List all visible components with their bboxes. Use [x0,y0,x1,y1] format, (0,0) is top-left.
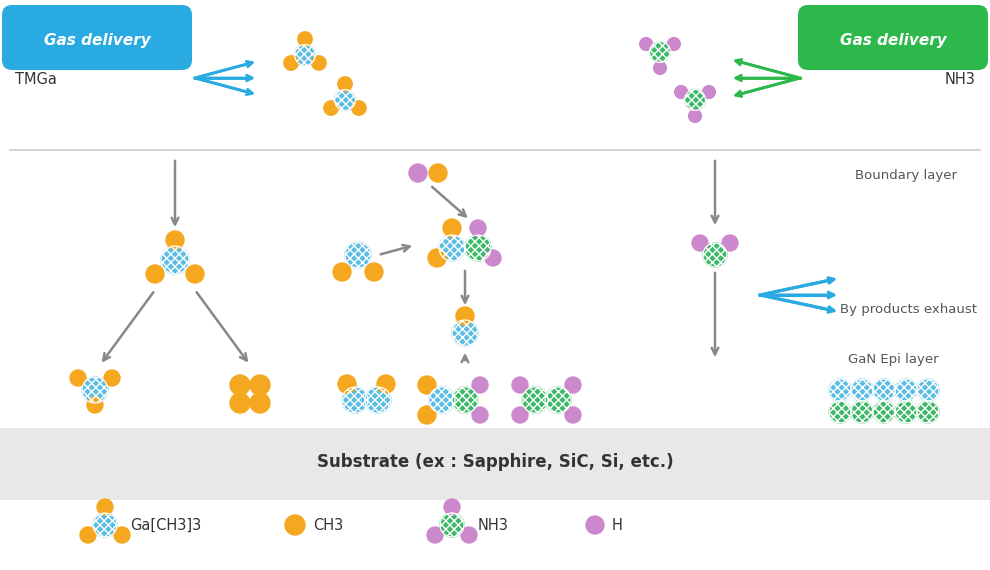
Circle shape [418,406,436,424]
Circle shape [545,387,571,413]
Circle shape [429,387,455,413]
Text: Ga[CH3]3: Ga[CH3]3 [130,518,201,532]
Circle shape [80,527,96,543]
Circle shape [335,89,355,111]
Circle shape [97,499,113,515]
Circle shape [345,242,371,268]
Circle shape [461,527,477,543]
Circle shape [692,235,708,251]
Circle shape [640,38,652,50]
Text: NH3: NH3 [944,72,975,88]
Circle shape [522,387,548,413]
Circle shape [895,379,917,401]
Circle shape [472,407,488,423]
Text: Gas delivery: Gas delivery [44,32,150,47]
Circle shape [365,263,383,281]
Circle shape [284,56,298,70]
Circle shape [565,407,581,423]
Circle shape [465,235,491,261]
Circle shape [87,397,103,413]
Circle shape [452,320,478,346]
Circle shape [82,377,108,403]
Circle shape [472,377,488,393]
Circle shape [917,401,939,423]
Circle shape [685,89,706,111]
Circle shape [703,86,716,99]
Circle shape [427,527,443,543]
Circle shape [485,250,501,266]
Circle shape [512,377,528,393]
Circle shape [338,375,356,393]
Circle shape [146,265,164,283]
Circle shape [418,376,436,394]
Circle shape [829,379,851,401]
Circle shape [230,375,250,395]
Circle shape [470,220,486,236]
Bar [0,428,990,500]
Circle shape [851,379,873,401]
Text: By products exhaust: By products exhaust [840,303,977,316]
Text: Boundary layer: Boundary layer [855,169,957,181]
Circle shape [377,375,395,393]
Text: CH3: CH3 [313,518,344,532]
Text: TMGa: TMGa [15,72,56,88]
Circle shape [295,44,316,66]
Circle shape [667,38,680,50]
Circle shape [250,375,270,395]
Circle shape [338,77,352,91]
Circle shape [342,387,368,413]
Circle shape [851,401,873,423]
FancyBboxPatch shape [2,5,192,70]
Circle shape [312,56,326,70]
Circle shape [186,265,204,283]
Circle shape [440,513,464,537]
Circle shape [104,370,120,386]
Circle shape [653,62,666,75]
Circle shape [829,401,851,423]
Circle shape [439,235,465,261]
Circle shape [409,164,427,182]
Circle shape [250,393,270,413]
Text: NH3: NH3 [478,518,509,532]
Text: H: H [612,518,623,532]
Text: GaN Epi layer: GaN Epi layer [848,353,939,367]
Circle shape [333,263,351,281]
Circle shape [703,243,727,267]
Circle shape [230,393,250,413]
Circle shape [161,246,189,274]
Circle shape [586,516,604,534]
Circle shape [70,370,86,386]
Circle shape [166,231,184,249]
Circle shape [443,219,461,237]
Circle shape [324,101,339,115]
Circle shape [456,307,474,325]
Circle shape [873,401,895,423]
Circle shape [452,387,478,413]
Circle shape [428,249,446,267]
Circle shape [649,42,670,62]
Circle shape [895,401,917,423]
Circle shape [917,379,939,401]
Circle shape [93,513,117,537]
Text: Gas delivery: Gas delivery [840,32,946,47]
Circle shape [689,109,701,123]
Circle shape [114,527,130,543]
Circle shape [351,101,366,115]
FancyBboxPatch shape [798,5,988,70]
Circle shape [512,407,528,423]
Circle shape [298,32,312,46]
Text: Substrate (ex : Sapphire, SiC, Si, etc.): Substrate (ex : Sapphire, SiC, Si, etc.) [317,453,673,471]
Circle shape [873,379,895,401]
Circle shape [365,387,391,413]
Circle shape [722,235,738,251]
Circle shape [444,499,460,515]
Circle shape [285,515,305,535]
Circle shape [429,164,447,182]
Circle shape [674,86,687,99]
Circle shape [565,377,581,393]
